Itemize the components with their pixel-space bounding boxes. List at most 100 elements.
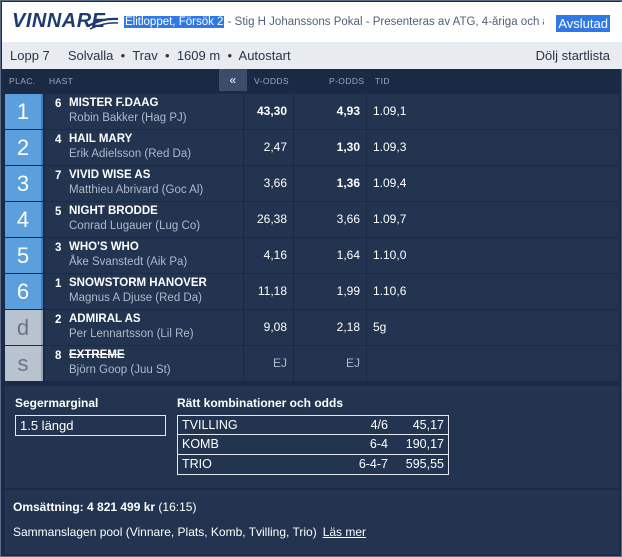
p-odds-cell: 3,66 <box>294 202 366 237</box>
table-row[interactable]: s 8 EXTREME Björn Goop (Juu St) EJ EJ <box>5 346 619 381</box>
v-odds-cell: 2,47 <box>244 130 293 165</box>
horse-name[interactable]: ADMIRAL AS <box>69 313 141 325</box>
start-number: 8 <box>55 350 62 362</box>
horse-cell: 2 ADMIRAL AS Per Lennartsson (Lil Re) <box>45 310 243 345</box>
time-cell: 1.10,0 <box>367 238 619 273</box>
time-cell: 1.09,4 <box>367 166 619 201</box>
turnover-section: Omsättning: 4 821 499 kr (16:15) Sammans… <box>5 490 619 554</box>
v-odds-cell: EJ <box>244 346 293 381</box>
table-row[interactable]: 3 7 VIVID WISE AS Matthieu Abrivard (Goc Al… <box>5 166 619 201</box>
placement-badge: s <box>5 346 43 381</box>
race-distance: 1609 m <box>176 48 221 63</box>
time-cell: 1.09,1 <box>367 94 619 129</box>
race-type: Trav <box>132 48 158 63</box>
time-cell: 1.09,3 <box>367 130 619 165</box>
start-number: 2 <box>55 314 62 326</box>
col-v-odds[interactable]: V-ODDS <box>254 76 289 86</box>
placement-badge: 4 <box>5 202 43 237</box>
brand-logo: VINNARE <box>12 10 106 32</box>
v-odds-cell: 26,38 <box>244 202 293 237</box>
v-odds-cell: 9,08 <box>244 310 293 345</box>
p-odds-cell: 1,30 <box>294 130 366 165</box>
separator: • <box>227 48 232 63</box>
v-odds-cell: 4,16 <box>244 238 293 273</box>
driver-name: Matthieu Abrivard (Goc Al) <box>69 184 204 196</box>
col-time[interactable]: TID <box>375 76 390 86</box>
margin-value: 1.5 längd <box>15 415 166 436</box>
horse-name[interactable]: NIGHT BRODDE <box>69 205 158 217</box>
race-number: Lopp 7 <box>10 48 50 63</box>
table-row[interactable]: 1 6 MISTER F.DAAG Robin Bakker (Hag PJ) 43,3… <box>5 94 619 129</box>
v-odds-cell: 11,18 <box>244 274 293 309</box>
v-odds-cell: 3,66 <box>244 166 293 201</box>
table-row[interactable]: 6 1 SNOWSTORM HANOVER Magnus A Djuse (Red D… <box>5 274 619 309</box>
combo-name: KOMB <box>182 437 219 451</box>
race-info-bar: Lopp 7 Solvalla • Trav • 1609 m • Autost… <box>2 42 622 69</box>
p-odds-cell: 1,99 <box>294 274 366 309</box>
placement-badge: 5 <box>5 238 43 273</box>
start-number: 4 <box>55 134 62 146</box>
horse-name[interactable]: HAIL MARY <box>69 133 133 145</box>
race-title-highlight: Elitloppet, Försök 2 <box>124 16 225 28</box>
horse-cell: 7 VIVID WISE AS Matthieu Abrivard (Goc Al) <box>45 166 243 201</box>
horse-name[interactable]: WHO'S WHO <box>69 241 139 253</box>
race-track: Solvalla <box>67 48 114 63</box>
combo-row: KOMB 6-4 190,17 <box>177 435 449 455</box>
combo-combination: 6-4 <box>369 437 388 451</box>
combo-label: Rätt kombinationer och odds <box>177 396 344 410</box>
table-header: PLAC. HAST « V-ODDS P-ODDS TID <box>5 69 619 91</box>
combo-odds: 595,55 <box>405 457 444 471</box>
horse-name[interactable]: MISTER F.DAAG <box>69 97 159 109</box>
horse-cell: 5 NIGHT BRODDE Conrad Lugauer (Lug Co) <box>45 202 243 237</box>
driver-name: Åke Svanstedt (Aik Pa) <box>69 256 188 268</box>
turnover-amount: 4 821 499 kr <box>87 500 156 514</box>
turnover-line: Omsättning: 4 821 499 kr (16:15) <box>13 500 196 514</box>
combo-row: TVILLING 4/6 45,17 <box>177 415 449 435</box>
combo-table: TVILLING 4/6 45,17 KOMB 6-4 190,17 TRIO 6-4-7 59… <box>177 415 449 475</box>
col-placement: PLAC. <box>9 76 36 86</box>
driver-name: Conrad Lugauer (Lug Co) <box>69 220 201 232</box>
horse-cell: 6 MISTER F.DAAG Robin Bakker (Hag PJ) <box>45 94 243 129</box>
horse-name[interactable]: EXTREME <box>69 349 125 361</box>
table-row[interactable]: 5 3 WHO'S WHO Åke Svanstedt (Aik Pa) 4,16 1,6… <box>5 238 619 273</box>
horse-name[interactable]: VIVID WISE AS <box>69 169 151 181</box>
driver-name: Magnus A Djuse (Red Da) <box>69 292 202 304</box>
horse-cell: 1 SNOWSTORM HANOVER Magnus A Djuse (Red Da… <box>45 274 243 309</box>
placement-badge: 2 <box>5 130 43 165</box>
horse-cell: 3 WHO'S WHO Åke Svanstedt (Aik Pa) <box>45 238 243 273</box>
table-row[interactable]: d 2 ADMIRAL AS Per Lennartsson (Lil Re) 9,08… <box>5 310 619 345</box>
toggle-startlist-link[interactable]: Dölj startlista <box>535 48 610 63</box>
table-row[interactable]: 4 5 NIGHT BRODDE Conrad Lugauer (Lug Co) 26,… <box>5 202 619 237</box>
driver-name: Robin Bakker (Hag PJ) <box>69 112 187 124</box>
results-summary: Segermarginal 1.5 längd Rätt kombination… <box>5 386 619 488</box>
horse-name[interactable]: SNOWSTORM HANOVER <box>69 277 207 289</box>
header-bar: VINNARE Elitloppet, Försök 2 - Stig H Jo… <box>2 2 622 42</box>
margin-label: Segermarginal <box>15 396 99 410</box>
race-status-badge: Avslutad <box>556 15 610 32</box>
v-odds-cell: 43,30 <box>244 94 293 129</box>
turnover-time: (16:15) <box>158 500 197 514</box>
placement-badge: 3 <box>5 166 43 201</box>
placement-badge: d <box>5 310 43 345</box>
driver-name: Per Lennartsson (Lil Re) <box>69 328 194 340</box>
combo-combination: 4/6 <box>370 418 388 432</box>
race-start-type: Autostart <box>238 48 291 63</box>
combo-odds: 45,17 <box>412 418 444 432</box>
horse-cell: 8 EXTREME Björn Goop (Juu St) <box>45 346 243 381</box>
table-row[interactable]: 2 4 HAIL MARY Erik Adielsson (Red Da) 2,47 1,… <box>5 130 619 165</box>
start-number: 1 <box>55 278 62 290</box>
combo-combination: 6-4-7 <box>358 457 388 471</box>
collapse-columns-button[interactable]: « <box>219 69 247 91</box>
placement-badge: 1 <box>5 94 43 129</box>
placement-badge: 6 <box>5 274 43 309</box>
p-odds-cell: 4,93 <box>294 94 366 129</box>
p-odds-cell: EJ <box>294 346 366 381</box>
time-cell: 5g <box>367 310 619 345</box>
col-p-odds[interactable]: P-ODDS <box>329 76 365 86</box>
read-more-link[interactable]: Läs mer <box>322 525 367 539</box>
turnover-label: Omsättning: <box>13 500 84 514</box>
brand-swoosh-icon <box>88 17 118 30</box>
pool-line: Sammanslagen pool (Vinnare, Plats, Komb,… <box>13 525 366 539</box>
combo-name: TVILLING <box>182 418 238 432</box>
time-cell: 1.10,6 <box>367 274 619 309</box>
